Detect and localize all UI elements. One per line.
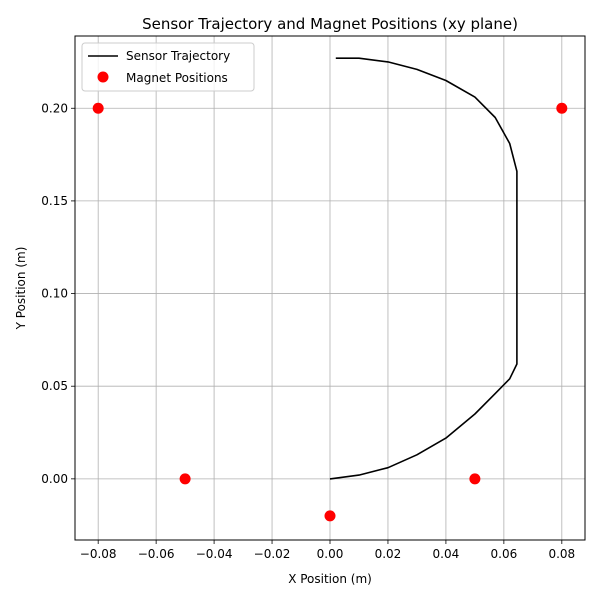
legend-label-sensor-trajectory: Sensor Trajectory [126, 49, 230, 63]
y-tick-label: 0.05 [41, 379, 68, 393]
legend-frame [81, 42, 255, 92]
x-axis-label: X Position (m) [288, 572, 372, 586]
x-tick-label: 0.08 [548, 547, 575, 561]
x-tick-label: −0.08 [80, 547, 117, 561]
magnet-position-point [469, 473, 481, 485]
x-tick-label: 0.04 [433, 547, 460, 561]
magnet-position-point [92, 102, 104, 114]
x-tick-label: 0.02 [375, 547, 402, 561]
x-tick-label: −0.02 [254, 547, 291, 561]
y-tick-label: 0.00 [41, 472, 68, 486]
y-tick-label: 0.20 [41, 101, 68, 115]
y-axis: 0.00 0.05 0.10 0.15 0.20 [41, 101, 75, 486]
magnet-position-point [556, 102, 568, 114]
sensor-trajectory-line [329, 57, 518, 480]
legend-marker-swatch [97, 71, 109, 83]
x-tick-label: 0.06 [491, 547, 518, 561]
y-axis-label: Y Position (m) [14, 247, 28, 331]
grid [75, 36, 585, 540]
x-tick-label: 0.00 [317, 547, 344, 561]
x-axis: −0.08 −0.06 −0.04 −0.02 0.00 0.02 0.04 0.06 0.08 [80, 540, 575, 561]
magnet-position-point [179, 473, 191, 485]
legend: Sensor Trajectory Magnet Positions [81, 42, 255, 92]
x-tick-label: −0.04 [196, 547, 233, 561]
y-tick-label: 0.15 [41, 194, 68, 208]
chart-title: Sensor Trajectory and Magnet Positions (… [142, 15, 518, 33]
magnet-position-point [324, 510, 336, 522]
plot-area [92, 57, 568, 522]
legend-label-magnet-positions: Magnet Positions [126, 71, 228, 85]
x-tick-label: −0.06 [138, 547, 175, 561]
y-tick-label: 0.10 [41, 287, 68, 301]
